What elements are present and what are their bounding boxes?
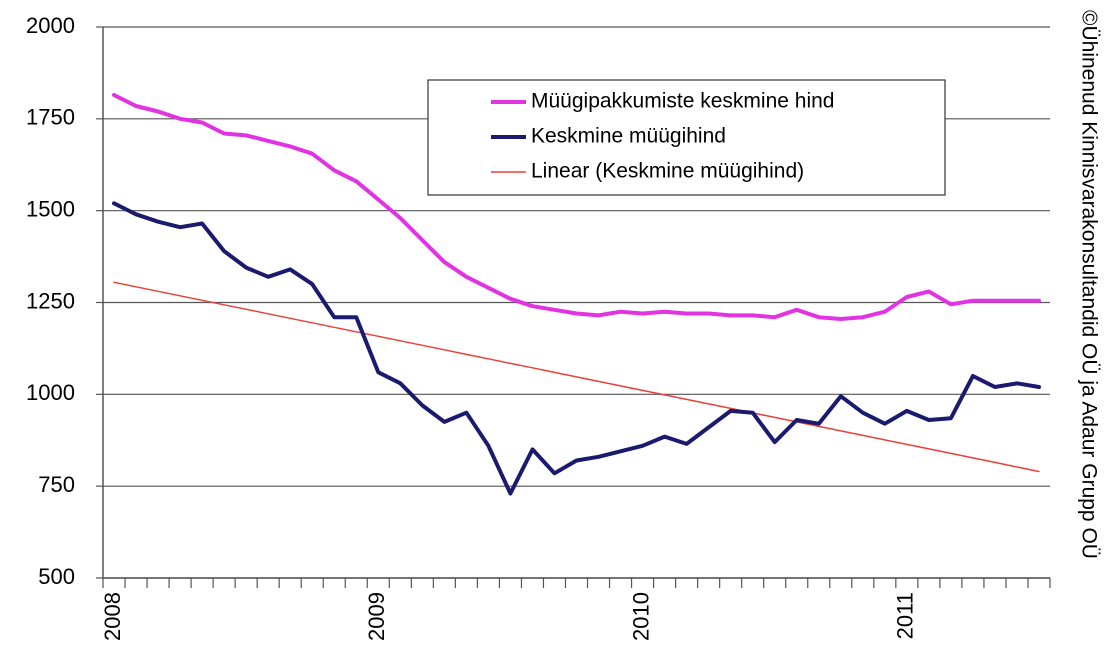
y-tick-label: 1000: [26, 380, 75, 405]
series-line: [112, 201, 1041, 496]
legend-label: Linear (Keskmine müügihind): [531, 160, 804, 183]
series-line: [113, 281, 1040, 473]
x-tick-label: 2009: [364, 592, 389, 641]
y-tick-label: 750: [38, 472, 75, 497]
legend-label: Müügipakkumiste keskmine hind: [531, 90, 834, 113]
y-tick-label: 2000: [26, 13, 75, 38]
x-tick-label: 2008: [100, 592, 125, 641]
y-tick-label: 1500: [26, 196, 75, 221]
y-tick-label: 1750: [26, 105, 75, 130]
y-tick-label: 500: [38, 564, 75, 589]
legend-label: Keskmine müügihind: [531, 125, 726, 148]
x-tick-label: 2010: [628, 592, 653, 641]
series-line: [112, 93, 1041, 321]
y-tick-label: 1250: [26, 288, 75, 313]
x-tick-label: 2011: [893, 592, 918, 639]
side-note: ©Ühinenud Kinnisvarakonsultandid OÜ ja A…: [1077, 10, 1100, 559]
